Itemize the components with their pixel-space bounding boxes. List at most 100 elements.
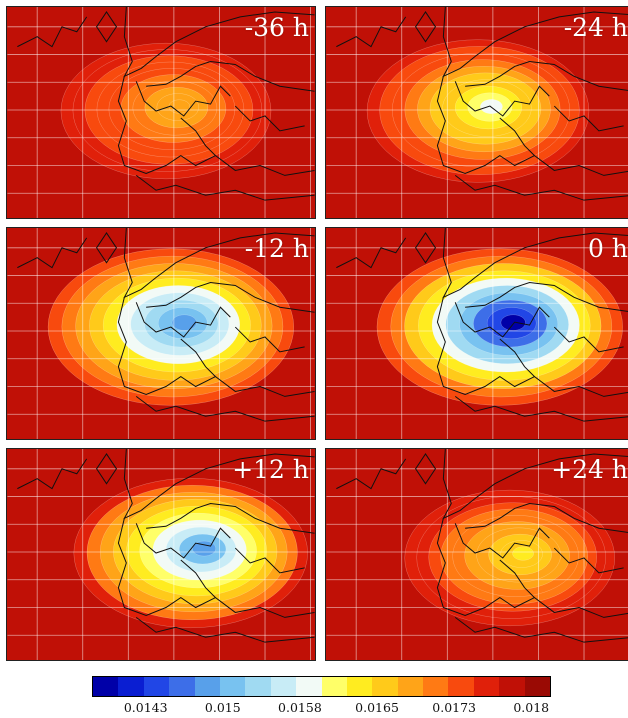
coastline <box>17 237 88 269</box>
anomaly-field <box>7 228 315 439</box>
coastline <box>454 175 628 201</box>
colorbar-swatch <box>448 677 474 696</box>
colorbar-ticks: 0.0143 0.015 0.0158 0.0165 0.0173 0.018 <box>92 700 551 718</box>
colorbar-swatch <box>270 677 297 696</box>
coastline <box>465 502 628 533</box>
coastline <box>336 458 407 490</box>
coastline <box>436 76 628 176</box>
time-offset-label: -24 h <box>563 13 628 42</box>
coastline <box>123 228 315 299</box>
anomaly-field <box>326 7 628 218</box>
time-offset-label: +12 h <box>232 455 309 484</box>
coastline <box>336 16 407 48</box>
colorbar-swatch <box>397 677 424 696</box>
coastline <box>117 76 315 176</box>
coastline <box>123 449 315 520</box>
anomaly-field <box>326 228 628 439</box>
contour-level <box>512 546 534 561</box>
colorbar-swatch <box>296 677 322 696</box>
coastline <box>96 11 118 43</box>
coastline <box>180 117 216 156</box>
coastline <box>135 396 315 422</box>
coastline <box>135 617 315 643</box>
coastline <box>499 559 535 598</box>
coastline <box>442 228 628 299</box>
colorbar-tick-label: 0.0165 <box>355 700 399 715</box>
coastline <box>135 175 315 201</box>
coastline <box>234 326 305 353</box>
colorbar-tick-label: 0.0173 <box>432 700 477 715</box>
map-panel: +24 h <box>325 448 628 661</box>
coastline <box>465 281 628 312</box>
colorbar-swatch <box>118 677 144 696</box>
colorbar-swatch <box>346 677 373 696</box>
map-panel: +12 h <box>6 448 316 661</box>
coastline <box>465 60 628 91</box>
contour-level <box>171 314 197 331</box>
colorbar-tick-label: 0.015 <box>204 700 241 715</box>
coastline <box>146 60 315 92</box>
coastline <box>553 105 624 132</box>
coastline <box>553 547 624 574</box>
coastline <box>442 449 628 520</box>
contour-level <box>480 99 503 114</box>
coastline <box>415 232 437 264</box>
map-panel: -24 h <box>325 6 628 219</box>
colorbar-swatch <box>473 677 500 696</box>
colorbar-swatch <box>524 677 551 696</box>
coastline <box>454 396 628 422</box>
colorbar-swatch <box>245 677 271 696</box>
coastline <box>180 338 216 377</box>
colorbar-swatch <box>321 677 347 696</box>
coastline <box>234 105 305 132</box>
coastline <box>336 237 407 269</box>
coastline <box>442 7 628 78</box>
colorbar-swatch <box>372 677 398 696</box>
contour-level <box>500 314 526 331</box>
colorbar-swatch <box>423 677 449 696</box>
coastline <box>117 518 315 618</box>
coastline <box>17 458 88 490</box>
time-offset-label: 0 h <box>588 234 628 263</box>
coastline <box>146 502 315 534</box>
coastline <box>135 81 231 117</box>
anomaly-field <box>7 449 315 660</box>
map-panel: -36 h <box>6 6 316 219</box>
coastline <box>499 338 535 377</box>
coastline <box>553 326 624 353</box>
coastline <box>180 559 216 598</box>
time-offset-label: +24 h <box>551 455 628 484</box>
anomaly-field <box>326 449 628 660</box>
map-panel: -12 h <box>6 227 316 440</box>
colorbar-swatch <box>194 677 220 696</box>
coastline <box>415 11 437 43</box>
colorbar-swatch <box>219 677 246 696</box>
coastline <box>454 523 550 559</box>
colorbar-swatch <box>169 677 195 696</box>
coastline <box>499 117 535 156</box>
coastline <box>415 453 437 485</box>
colorbar-tick-label: 0.018 <box>513 700 550 715</box>
colorbar-tick-label: 0.0143 <box>123 700 168 715</box>
coastline <box>234 547 305 574</box>
coastline <box>96 453 118 485</box>
colorbar-swatch <box>93 677 119 696</box>
colorbar-swatch <box>143 677 170 696</box>
time-offset-label: -36 h <box>244 13 309 42</box>
coastline <box>123 7 315 78</box>
colorbar <box>92 676 551 697</box>
colorbar-swatch <box>499 677 525 696</box>
coastline <box>454 302 550 338</box>
coastline <box>117 297 315 397</box>
coastline <box>135 523 231 559</box>
anomaly-field <box>7 7 315 218</box>
coastline <box>146 281 315 313</box>
time-offset-label: -12 h <box>244 234 309 263</box>
coastline <box>96 232 118 264</box>
coastline <box>135 302 231 338</box>
coastline <box>454 81 550 117</box>
coastline <box>436 518 628 618</box>
coastline <box>454 617 628 643</box>
coastline <box>436 297 628 397</box>
coastline <box>17 16 88 48</box>
